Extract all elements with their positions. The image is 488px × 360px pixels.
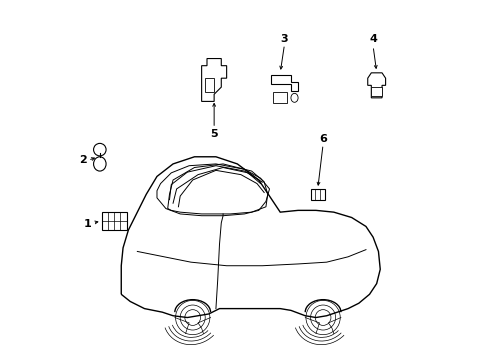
Text: 5: 5 [210, 129, 218, 139]
FancyBboxPatch shape [272, 93, 287, 103]
FancyBboxPatch shape [102, 212, 126, 230]
Text: 2: 2 [79, 156, 87, 165]
Ellipse shape [290, 93, 298, 102]
Ellipse shape [93, 157, 106, 171]
FancyBboxPatch shape [205, 78, 214, 93]
Text: 1: 1 [83, 219, 91, 229]
FancyBboxPatch shape [370, 87, 381, 96]
Text: 6: 6 [319, 134, 326, 144]
Text: 4: 4 [368, 34, 376, 44]
Polygon shape [271, 75, 298, 91]
Polygon shape [201, 59, 226, 102]
FancyBboxPatch shape [310, 189, 324, 200]
Text: 3: 3 [280, 34, 288, 44]
Ellipse shape [93, 143, 106, 156]
Polygon shape [367, 73, 385, 98]
